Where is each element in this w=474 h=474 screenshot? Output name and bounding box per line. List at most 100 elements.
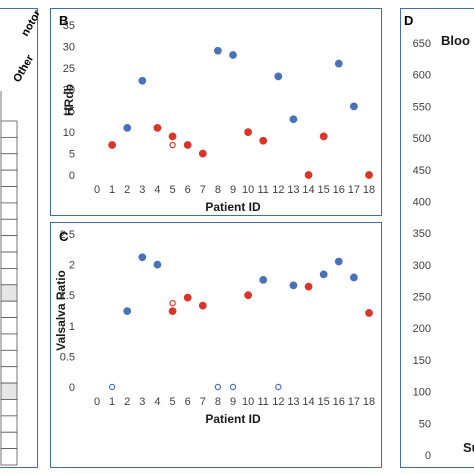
- x-tick-label: 14: [302, 184, 314, 196]
- x-tick-label: 16: [333, 184, 345, 196]
- x-tick-label: 6: [185, 184, 191, 196]
- red-data-point: [304, 171, 313, 179]
- x-tick-label: 0: [94, 396, 100, 408]
- panel-a-table-cell: [0, 382, 18, 400]
- blue-data-point: [213, 46, 222, 55]
- panel-a-table-grid: notor Other: [0, 9, 39, 466]
- panel-a-table-cell: [0, 169, 18, 187]
- y-tick-label: 35: [63, 20, 75, 32]
- x-tick-label: 10: [242, 396, 254, 408]
- panel-c-letter: C: [59, 229, 69, 244]
- valsalva-x-axis-label: Patient ID: [205, 412, 261, 426]
- x-tick-label: 15: [318, 184, 330, 196]
- panel-a-table-cell: [0, 153, 18, 171]
- red-data-point: [198, 149, 207, 158]
- red-data-point: [365, 171, 373, 179]
- y-tick-label: 10: [63, 127, 75, 139]
- x-tick-label: 11: [258, 396, 269, 408]
- x-tick-label: 1: [109, 184, 115, 196]
- x-tick-label: 4: [154, 396, 160, 408]
- panel-c-valsalva-chart: C 0 0.5 1 1.5 2 2.5 0 1 2 3 4 5 6 7 8 9 10 11 12 13 14 15 16 1…: [50, 222, 382, 468]
- blue-data-point: [289, 115, 298, 124]
- panel-d-title-fragment: Bloo: [441, 33, 470, 48]
- panel-a-table-cell: [0, 202, 18, 220]
- panel-d-bottom-fragment: Su: [463, 440, 474, 455]
- panel-a-table-cell: [0, 349, 18, 368]
- panel-a-table-cell: [0, 284, 18, 302]
- blue-data-point: [153, 260, 162, 269]
- x-tick-label: 7: [200, 184, 206, 196]
- panel-d-y-tick-label: 650: [413, 38, 431, 50]
- panel-d-y-tick-label: 550: [413, 101, 431, 113]
- blue-data-point: [319, 270, 328, 279]
- panel-d-y-tick-label: 500: [413, 133, 431, 145]
- x-tick-label: 17: [348, 184, 360, 196]
- red-data-point: [198, 301, 207, 310]
- panel-b-letter: B: [59, 13, 68, 28]
- red-data-point: [169, 299, 176, 307]
- blue-data-point: [274, 72, 283, 81]
- panel-a-table-cell: [0, 366, 18, 384]
- x-tick-label: 9: [230, 184, 236, 196]
- panel-d-y-tick-label: 450: [413, 165, 431, 177]
- blue-data-point: [138, 253, 147, 262]
- panel-a-table-cell: [0, 186, 18, 204]
- panel-d-y-tick-label: 0: [425, 450, 431, 462]
- blue-data-point: [229, 51, 237, 59]
- blue-data-point: [259, 276, 268, 284]
- red-data-point: [304, 282, 313, 291]
- x-tick-label: 13: [287, 184, 299, 196]
- x-tick-label: 7: [200, 396, 206, 408]
- panel-d-y-tick-label: 350: [413, 228, 431, 240]
- panel-a-header-other: Other: [11, 52, 36, 84]
- x-tick-label: 12: [272, 396, 284, 408]
- x-tick-label: 16: [333, 396, 345, 408]
- x-tick-label: 18: [363, 396, 375, 408]
- valsalva-y-axis-label: Valsalva Ratio: [54, 270, 68, 351]
- y-tick-label: 25: [63, 63, 75, 75]
- panel-a-table-cell: [0, 399, 18, 417]
- panel-a-table-cell: [0, 415, 18, 433]
- x-tick-label: 0: [94, 184, 100, 196]
- panel-a-table-cell: [0, 120, 18, 138]
- panel-a-table-cell: [0, 448, 18, 466]
- x-tick-label: 11: [258, 184, 269, 196]
- red-data-point: [169, 141, 176, 149]
- x-tick-label: 17: [348, 396, 360, 408]
- x-tick-label: 18: [363, 184, 375, 196]
- x-tick-label: 8: [215, 396, 221, 408]
- panel-a-table-cell: [0, 136, 18, 155]
- hrdb-x-axis-label: Patient ID: [205, 200, 261, 214]
- blue-data-point: [229, 383, 237, 391]
- x-tick-label: 2: [124, 396, 130, 408]
- x-tick-label: 10: [242, 184, 254, 196]
- red-data-point: [183, 141, 192, 149]
- valsalva-scatter-plot: C 00.511.522.5 0 1 2 3 4 5 6 7 8 9 10 11 12 13 14 15 16 1…: [54, 229, 375, 426]
- panel-d-y-tick-label: 200: [413, 323, 431, 335]
- x-tick-label: 2: [124, 184, 130, 196]
- panel-a-table-cell: [0, 431, 18, 450]
- y-tick-label: 5: [69, 149, 75, 161]
- blue-data-point: [123, 123, 132, 132]
- y-tick-label: 2: [69, 260, 75, 272]
- blue-data-point: [214, 383, 222, 391]
- x-tick-label: 9: [230, 396, 236, 408]
- panel-a-header-motor: notor: [19, 9, 39, 38]
- blue-data-point: [334, 59, 343, 68]
- panel-d-y-tick-label: 150: [413, 355, 431, 367]
- blue-data-point: [349, 102, 358, 111]
- x-tick-label: 13: [287, 396, 299, 408]
- y-tick-label: 20: [63, 84, 75, 96]
- panel-a-table-cell: [0, 218, 18, 237]
- blue-data-point: [123, 307, 132, 316]
- y-tick-label: 0: [69, 170, 75, 182]
- y-tick-label: 0: [69, 382, 75, 394]
- panel-d-y-tick-label: 50: [419, 418, 431, 430]
- x-tick-label: 6: [185, 396, 191, 408]
- x-tick-label: 12: [272, 184, 284, 196]
- blue-data-point: [108, 383, 116, 391]
- y-tick-label: 30: [63, 41, 75, 53]
- red-data-point: [168, 132, 177, 141]
- panel-d-y-tick-label: 400: [413, 196, 431, 208]
